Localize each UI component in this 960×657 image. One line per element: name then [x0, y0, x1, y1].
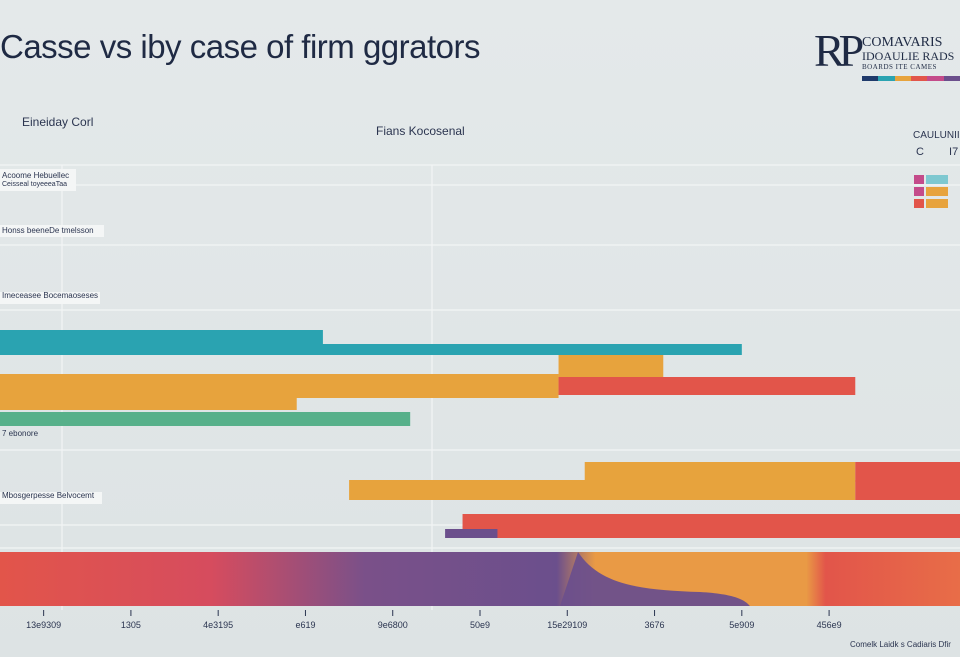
brand-color-stripe [862, 76, 960, 81]
legend-swatch [914, 199, 924, 208]
logo-stripe-segment [862, 76, 879, 81]
footer-credit: Comelk Laidk s Cadiaris Dfir [850, 640, 951, 649]
legend-title: CAULUNIIN [913, 130, 960, 141]
logo-stripe-segment [943, 76, 960, 81]
bar-red-b-end [855, 462, 960, 500]
bar-orange-a-right [558, 355, 664, 377]
logo-stripe-segment [910, 76, 928, 81]
row-label-box [0, 169, 76, 191]
brand-logo-text: COMAVARIS IDOAULIE RADS BOARDS ITE CAMES [862, 36, 954, 72]
bar-red-c [462, 514, 960, 538]
bar-red-a [558, 377, 856, 395]
legend-swatch-row [914, 175, 950, 184]
bar-purple-c [445, 529, 498, 538]
brand-logo-line1: COMAVARIS [862, 35, 943, 50]
x-tick-label: 15e29109 [547, 620, 587, 630]
bar-orange-b [349, 480, 856, 500]
brand-logo-line2: IDOAULIE RADS [862, 49, 955, 63]
legend-swatches [914, 175, 950, 211]
logo-stripe-segment [927, 76, 944, 81]
brand-logo-line3: BOARDS ITE CAMES [862, 63, 937, 71]
row-label-box [0, 492, 102, 504]
x-tick-label: e619 [295, 620, 315, 630]
bar-teal-lower [0, 344, 742, 355]
bar-swoosh [560, 552, 750, 606]
legend-swatch [926, 175, 948, 184]
legend-keys: C I7 [916, 146, 960, 158]
legend-swatch-row [914, 187, 950, 196]
legend-swatch [914, 175, 924, 184]
x-tick-label: 4e3195 [203, 620, 233, 630]
legend-key-i7: I7 [949, 146, 959, 158]
row-label: 7 ebonore [2, 429, 39, 438]
row-label: Acoome Hebuellec [2, 171, 69, 180]
row-label: Mbosgerpesse Belvocemt [2, 491, 95, 500]
row-label-box [0, 225, 104, 237]
bar-orange-b-upper [584, 462, 856, 482]
legend-swatch [926, 199, 948, 208]
bar-gradient-d [0, 552, 960, 606]
x-tick-label: 13e9309 [26, 620, 61, 630]
row-label-box [0, 292, 100, 304]
legend-key-c: C [916, 146, 924, 158]
bar-green-a [0, 412, 411, 426]
chart-title: Casse vs iby case of firm ggrators [0, 28, 481, 65]
x-tick-label: 1305 [121, 620, 141, 630]
x-tick-label: 456e9 [817, 620, 842, 630]
logo-stripe-segment [894, 76, 911, 81]
chart-subtitle: Fians Kocosenal [376, 124, 465, 138]
bar-teal-upper [0, 330, 323, 344]
x-tick-label: 5e909 [729, 620, 754, 630]
row-sublabel: Ceisseal toyeeeaTaa [2, 181, 67, 188]
row-label: Imeceasee Bocemaoseses [2, 291, 98, 300]
legend-swatch [926, 187, 948, 196]
y-axis-title: Eineiday Corl [22, 115, 94, 129]
legend-swatch-row [914, 199, 950, 208]
logo-stripe-segment [878, 76, 895, 81]
bar-orange-a-lower [0, 394, 297, 410]
row-label: Honss beeneDe tmelsson [2, 226, 94, 235]
brand-logo-mark: RP [814, 25, 864, 76]
legend-swatch [914, 187, 924, 196]
x-tick-label: 3676 [645, 620, 665, 630]
x-tick-label: 9e6800 [378, 620, 408, 630]
x-tick-label: 50e9 [470, 620, 490, 630]
